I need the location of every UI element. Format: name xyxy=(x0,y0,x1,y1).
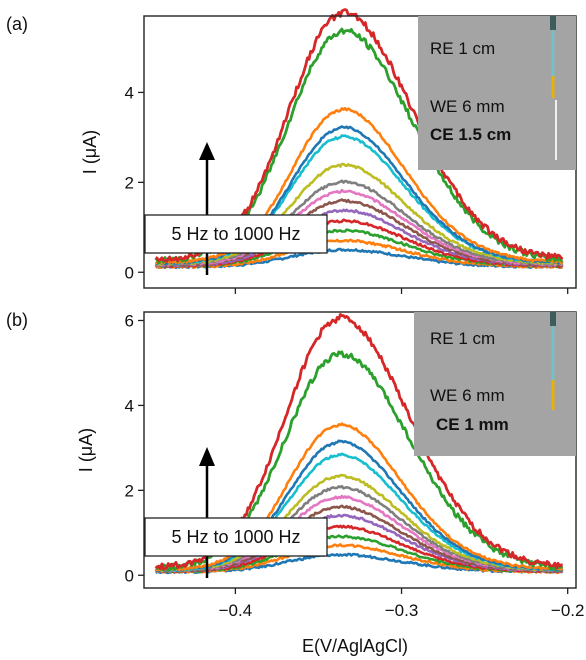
x-axis-label: E(V/AglAgCl) xyxy=(302,636,408,656)
panel-b-y-tick-label: 2 xyxy=(125,481,134,500)
panel-b-y-tick-label: 0 xyxy=(125,566,134,585)
panel-b-y-tick-label: 4 xyxy=(125,396,134,415)
panel-a-y-axis-label: I (μA) xyxy=(80,130,100,174)
panel-a-frequency-annotation: 5 Hz to 1000 Hz xyxy=(171,224,300,244)
panel-b-series-line xyxy=(155,422,564,572)
panel-a-ce-label: CE 1.5 cm xyxy=(430,125,511,144)
panel-b-x-ticks: −0.4 −0.3 −0.2 xyxy=(219,588,585,620)
panel-a-y-tick-label: 0 xyxy=(125,263,134,282)
panel-b-electrode-inset: RE 1 cm WE 6 mm CE 1 mm xyxy=(414,312,576,456)
panel-a-electrode-inset: RE 1 cm WE 6 mm CE 1.5 cm xyxy=(418,16,576,170)
x-tick-label: −0.2 xyxy=(551,601,585,620)
panel-a-series-line xyxy=(154,107,564,265)
panel-b-y-axis-label: I (μA) xyxy=(76,428,96,472)
panel-a-series xyxy=(154,8,564,270)
panel-a: (a) 0 2 4 I (μA) 5 Hz to 1000 Hz RE 1 cm W… xyxy=(6,8,577,294)
panel-a-annotation-box xyxy=(144,214,328,254)
panel-a-we-label: WE 6 mm xyxy=(430,97,505,116)
panel-b-annotation-box xyxy=(144,517,328,557)
panel-b-ce-label: CE 1 mm xyxy=(436,415,509,434)
panel-b-we-label: WE 6 mm xyxy=(430,386,505,405)
panel-a-label: (a) xyxy=(6,14,28,34)
x-tick-label: −0.4 xyxy=(219,601,253,620)
panel-b-frequency-annotation: 5 Hz to 1000 Hz xyxy=(171,527,300,547)
x-tick-label: −0.3 xyxy=(385,601,419,620)
panel-a-y-ticks: 0 2 4 xyxy=(125,83,144,282)
panel-a-y-tick-label: 4 xyxy=(125,83,134,102)
panel-b-label: (b) xyxy=(6,310,28,330)
panel-b: (b) 0 2 4 6 −0.4 −0.3 −0.2 I (μA) 5 Hz to 100… xyxy=(6,310,584,620)
panel-b-re-label: RE 1 cm xyxy=(430,329,495,348)
panel-b-y-ticks: 0 2 4 6 xyxy=(125,311,144,585)
panel-b-y-tick-label: 6 xyxy=(125,311,134,330)
panel-a-re-label: RE 1 cm xyxy=(430,39,495,58)
panel-a-y-tick-label: 2 xyxy=(125,173,134,192)
panel-a-x-ticks xyxy=(234,288,569,294)
